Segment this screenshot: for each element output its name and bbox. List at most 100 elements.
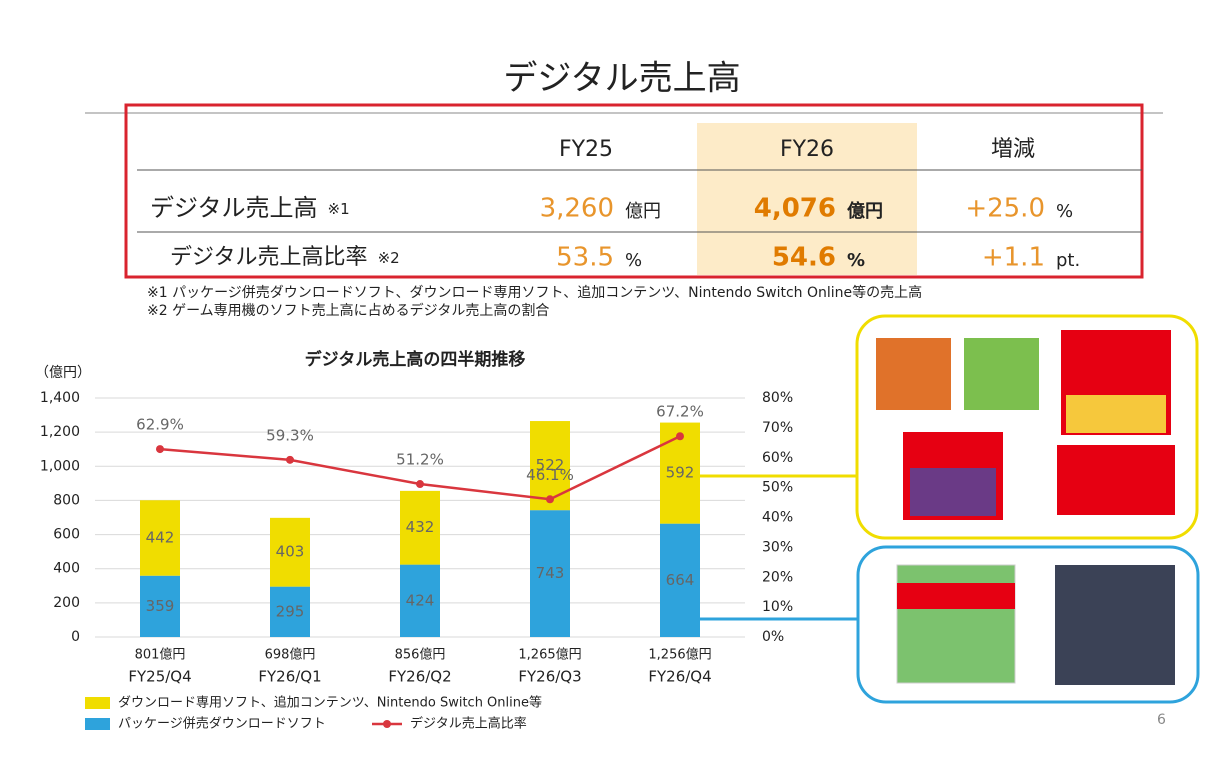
y-tick-label: 1,200	[40, 424, 80, 440]
line-value-label: 51.2%	[396, 451, 444, 469]
total-label: 856億円	[395, 647, 446, 663]
y-tick-label: 400	[53, 561, 80, 577]
bar	[530, 510, 570, 637]
legend-swatch	[85, 697, 110, 709]
product-image	[1057, 445, 1175, 515]
product-image	[1055, 565, 1175, 685]
y2-tick-label: 70%	[762, 420, 793, 436]
line-point	[156, 445, 164, 454]
row-label: デジタル売上高比率 ※2	[170, 245, 400, 270]
cell-value: 54.6	[772, 243, 836, 273]
bar	[660, 523, 700, 637]
legend-label: ダウンロード専用ソフト、追加コンテンツ、Nintendo Switch Onli…	[118, 695, 542, 711]
x-tick-label: FY26/Q3	[518, 668, 581, 686]
line-point	[546, 495, 554, 504]
product-image	[897, 583, 1015, 609]
cell-value: +25.0	[965, 194, 1045, 224]
line-point	[286, 455, 294, 464]
cell-unit: %	[1056, 201, 1073, 222]
legend-swatch	[383, 720, 391, 728]
cell-unit: 億円	[847, 200, 883, 222]
slide-title: デジタル売上高	[503, 59, 740, 99]
total-label: 1,265億円	[518, 647, 581, 663]
bar	[400, 490, 440, 565]
y2-tick-label: 0%	[762, 629, 784, 645]
y-tick-label: 200	[53, 595, 80, 611]
y-tick-label: 800	[53, 492, 80, 508]
row-label-text: デジタル売上高比率	[170, 245, 368, 270]
y-tick-label: 0	[71, 629, 80, 645]
line-value-label: 67.2%	[656, 403, 704, 421]
y-tick-label: 1,000	[40, 458, 80, 474]
x-tick-label: FY25/Q4	[128, 668, 191, 686]
bar-value-label: 359	[146, 597, 175, 615]
line-value-label: 62.9%	[136, 416, 184, 434]
legend-label: デジタル売上高比率	[410, 716, 527, 732]
line-value-label: 46.1%	[526, 466, 574, 484]
bar-value-label: 424	[406, 591, 435, 609]
y-tick-label: 1,400	[40, 390, 80, 406]
row-note: ※2	[378, 249, 400, 267]
y2-tick-label: 80%	[762, 390, 793, 406]
bar	[270, 586, 310, 637]
product-image	[1066, 395, 1166, 433]
cell-value: 53.5	[556, 243, 614, 273]
product-image	[964, 338, 1039, 410]
bar	[140, 500, 180, 576]
cell-unit: 億円	[625, 201, 661, 222]
product-image	[896, 564, 1016, 684]
x-tick-label: FY26/Q1	[258, 668, 321, 686]
cell-unit: %	[847, 250, 865, 271]
table-frame	[124, 103, 1144, 279]
product-image	[876, 338, 951, 410]
cell-unit: pt.	[1056, 250, 1080, 271]
chart: 0 200 400 600 800 1,000 1,200 1,400 0% 10% 20% 30% 4…	[40, 390, 793, 686]
line-value-label: 59.3%	[266, 426, 314, 444]
table-cells: 3,260 億円 4,076 億円 +25.0 % 53.5% 54.6% +1.1 pt.	[540, 194, 1081, 273]
line-point	[416, 480, 424, 489]
bar-value-label: 403	[276, 543, 305, 561]
bar-value-label: 295	[276, 602, 305, 620]
y-axis-label: （億円）	[35, 365, 91, 381]
bar	[140, 575, 180, 637]
column-header: FY26	[780, 137, 834, 162]
legend-label: パッケージ併売ダウンロードソフト	[118, 716, 326, 732]
chart-title: デジタル売上高の四半期推移	[305, 349, 526, 370]
cell-unit: %	[625, 250, 642, 271]
footnote: ※2 ゲーム専用機のソフト売上高に占めるデジタル売上高の割合	[147, 302, 549, 319]
bar-value-label: 743	[536, 564, 565, 582]
line-point	[676, 432, 684, 441]
cell-value: +1.1	[982, 243, 1045, 273]
page-number: 6	[1157, 712, 1166, 728]
column-header: 増減	[991, 137, 1035, 162]
y2-tick-label: 30%	[762, 539, 793, 555]
product-image	[910, 468, 996, 516]
row-label-text: デジタル売上高	[150, 194, 318, 222]
x-tick-label: FY26/Q2	[388, 668, 451, 686]
legend: ダウンロード専用ソフト、追加コンテンツ、Nintendo Switch Onli…	[85, 695, 542, 732]
bar	[270, 517, 310, 587]
highlight-column	[697, 123, 917, 275]
cell-value: 4,076	[754, 194, 836, 224]
bar-value-label: 664	[666, 571, 695, 589]
y2-tick-label: 60%	[762, 450, 793, 466]
x-tick-label: FY26/Q4	[648, 668, 711, 686]
legend-swatch	[85, 718, 110, 730]
y2-tick-label: 40%	[762, 510, 793, 526]
row-label: デジタル売上高 ※1	[150, 194, 350, 222]
bar-value-label: 592	[666, 464, 695, 482]
cell-value: 3,260	[540, 194, 614, 224]
total-label: 1,256億円	[648, 647, 711, 663]
column-header: FY25	[559, 137, 613, 162]
row-note: ※1	[328, 200, 350, 218]
y2-tick-label: 50%	[762, 480, 793, 496]
footnote: ※1 パッケージ併売ダウンロードソフト、ダウンロード専用ソフト、追加コンテンツ、…	[147, 284, 922, 301]
y2-tick-label: 10%	[762, 599, 793, 615]
y2-tick-label: 20%	[762, 569, 793, 585]
bar-value-label: 442	[146, 528, 175, 546]
bar-value-label: 522	[536, 456, 565, 474]
total-label: 698億円	[265, 647, 316, 663]
y-tick-label: 600	[53, 527, 80, 543]
total-label: 801億円	[135, 647, 186, 663]
